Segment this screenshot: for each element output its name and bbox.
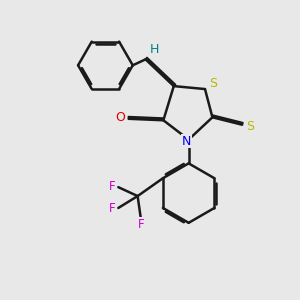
Text: F: F: [109, 202, 115, 215]
Text: S: S: [209, 77, 217, 90]
Text: F: F: [109, 180, 115, 193]
Text: S: S: [247, 120, 254, 133]
Text: O: O: [115, 111, 125, 124]
Text: N: N: [182, 135, 191, 148]
Text: F: F: [138, 218, 145, 231]
Text: H: H: [150, 43, 159, 56]
